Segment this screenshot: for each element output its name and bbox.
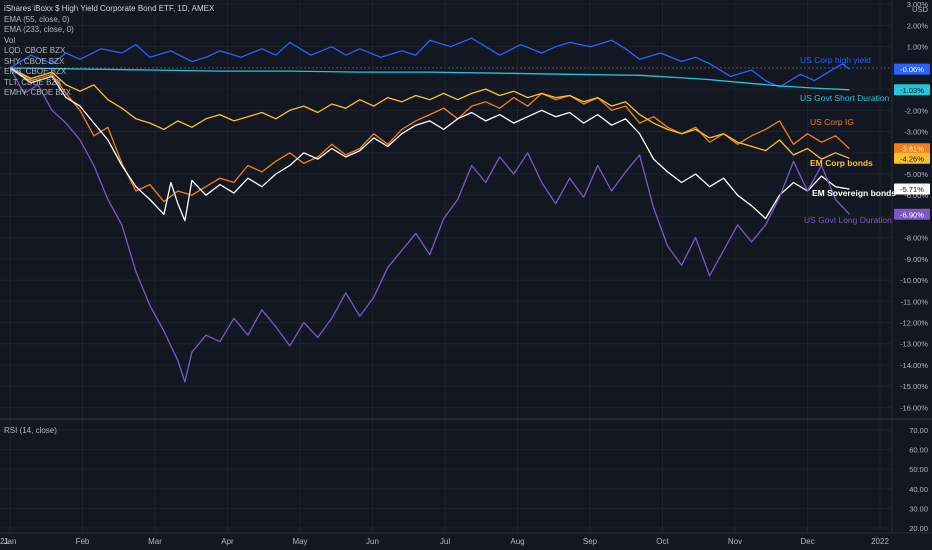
y-tick-label: 3.00% bbox=[907, 0, 929, 9]
rsi-tick-label: 30.00 bbox=[909, 504, 928, 513]
last-value-badge bbox=[894, 84, 930, 96]
series-annotation: US Govt Long Duration bbox=[804, 215, 892, 225]
series-annotation: EM Sovereign bonds bbox=[812, 188, 896, 198]
last-value-badge bbox=[894, 143, 930, 155]
series-line bbox=[9, 67, 850, 160]
y-tick-label: -2.00% bbox=[904, 106, 928, 115]
rsi-tick-label: 60.00 bbox=[909, 446, 928, 455]
series-line bbox=[9, 37, 850, 88]
x-tick-label: May bbox=[292, 537, 307, 546]
rsi-tick-label: 40.00 bbox=[909, 485, 928, 494]
y-tick-label: -11.00% bbox=[901, 297, 929, 306]
x-tick-label: Dec bbox=[800, 537, 814, 546]
indicator-ema-233[interactable]: EMA (233, close, 0) bbox=[4, 25, 74, 34]
y-tick-label: -13.00% bbox=[900, 340, 928, 349]
y-tick-label: -14.00% bbox=[900, 361, 928, 370]
indicator-ema-55[interactable]: EMA (55, close, 0) bbox=[4, 14, 70, 24]
indicator-tlt[interactable]: TLT, CBOE BZX bbox=[4, 77, 62, 87]
y-tick-label: -6.00% bbox=[904, 191, 928, 200]
y-tick-label: 1.00% bbox=[907, 43, 929, 52]
x-start-label: 21 bbox=[0, 537, 9, 546]
series-line bbox=[9, 67, 850, 222]
last-value-label: -3.81% bbox=[900, 145, 924, 154]
rsi-tick-label: 50.00 bbox=[909, 465, 928, 474]
y-tick-label: -8.00% bbox=[904, 234, 928, 243]
series-annotation: US Corp IG bbox=[810, 117, 854, 127]
y-tick-label: -10.00% bbox=[900, 276, 928, 285]
rsi-tick-label: 70.00 bbox=[909, 426, 928, 435]
y-tick-label: 2.00% bbox=[907, 21, 929, 30]
last-value-badge bbox=[894, 152, 930, 164]
currency-label: USD bbox=[912, 5, 928, 14]
y-tick-label: -5.00% bbox=[904, 170, 928, 179]
series-line bbox=[9, 67, 850, 203]
rsi-pane-label[interactable]: RSI (14, close) bbox=[4, 426, 57, 435]
x-tick-label: Oct bbox=[656, 537, 669, 546]
series-line bbox=[9, 67, 850, 91]
last-value-badge bbox=[894, 208, 930, 220]
x-tick-label: Nov bbox=[728, 537, 742, 546]
x-tick-label: 2022 bbox=[871, 537, 889, 546]
series-annotation: US Corp high yield bbox=[800, 55, 871, 65]
time-axis[interactable]: Jan Feb Mar Apr May Jun Jul Aug Sep Oct Nov Dec 2022… bbox=[0, 537, 889, 546]
last-value-badge bbox=[894, 183, 930, 195]
series-annotation: EM Corp bonds bbox=[810, 158, 873, 168]
y-tick-label: -15.00% bbox=[900, 382, 928, 391]
series-annotations: US Corp high yield US Govt Short Duration… bbox=[800, 55, 896, 225]
last-value-label: -6.90% bbox=[900, 210, 924, 219]
indicator-lqd[interactable]: LQD, CBOE BZX bbox=[4, 46, 66, 55]
x-tick-label: Jan bbox=[4, 537, 17, 546]
last-value-labels: -0.06% -1.03% -3.81%-4.26% -5.71% -6.90% bbox=[894, 63, 930, 220]
last-value-label: -1.03% bbox=[900, 86, 924, 95]
indicator-emb[interactable]: EMB, CBOE BZX bbox=[4, 67, 67, 76]
rsi-axis[interactable]: 70.00 60.00 50.00 40.00 30.00 20.00 bbox=[909, 426, 928, 533]
price-axis[interactable]: 3.00%2.00%1.00%-1.00%-2.00%-3.00%-4.00%-… bbox=[900, 0, 929, 412]
series-line bbox=[9, 67, 850, 383]
series-lines bbox=[9, 37, 850, 383]
rsi-tick-label: 20.00 bbox=[909, 524, 928, 533]
indicator-volume[interactable]: Vol bbox=[4, 35, 16, 45]
indicator-shy[interactable]: SHY, CBOE BZX bbox=[4, 56, 65, 66]
series-annotation: US Govt Short Duration bbox=[800, 93, 890, 103]
pane-separators bbox=[0, 0, 932, 534]
x-tick-label: Feb bbox=[76, 537, 90, 546]
y-tick-label: -16.00% bbox=[900, 403, 928, 412]
y-tick-label: -9.00% bbox=[904, 255, 928, 264]
grid-lines bbox=[0, 0, 892, 532]
x-tick-label: Aug bbox=[510, 537, 524, 546]
indicator-emhy[interactable]: EMHY, CBOE BZX bbox=[4, 88, 71, 97]
y-tick-label: -3.00% bbox=[904, 128, 928, 137]
x-tick-label: Jun bbox=[366, 537, 379, 546]
y-tick-label: -12.00% bbox=[900, 319, 928, 328]
last-value-badge bbox=[894, 63, 930, 75]
x-tick-label: Jul bbox=[440, 537, 450, 546]
last-value-label: -5.71% bbox=[900, 185, 924, 194]
x-tick-label: Apr bbox=[221, 537, 234, 546]
last-value-label: -4.26% bbox=[900, 154, 924, 163]
x-tick-label: Mar bbox=[148, 537, 162, 546]
last-value-label: -0.06% bbox=[900, 65, 924, 74]
chart-title[interactable]: iShares iBoxx $ High Yield Corporate Bon… bbox=[4, 4, 215, 13]
x-tick-label: Sep bbox=[583, 537, 598, 546]
chart-legend: iShares iBoxx $ High Yield Corporate Bon… bbox=[4, 4, 214, 99]
